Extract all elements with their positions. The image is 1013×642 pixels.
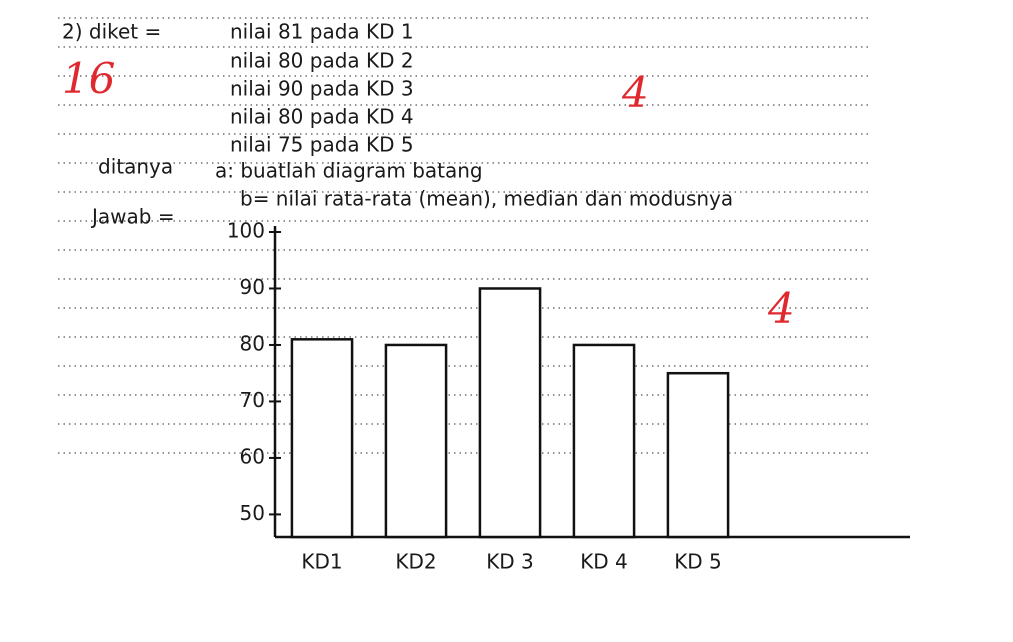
x-tick-label: KD2 (395, 550, 436, 574)
given-line: nilai 90 pada KD 3 (230, 77, 414, 101)
bar (292, 339, 352, 537)
grade-mark: 4 (621, 68, 649, 117)
question-b: b= nilai rata-rata (mean), median dan mo… (240, 187, 733, 211)
problem-label: 2) diket = (62, 20, 161, 44)
y-tick-label: 90 (240, 275, 265, 299)
question-a: a: buatlah diagram batang (215, 159, 483, 183)
bar (480, 288, 540, 537)
ruled-lines (58, 18, 870, 453)
y-tick-label: 80 (240, 331, 265, 355)
grade-mark: 16 (62, 54, 115, 103)
bar (668, 373, 728, 537)
given-line: nilai 80 pada KD 4 (230, 105, 414, 129)
given-line: nilai 80 pada KD 2 (230, 49, 414, 73)
x-tick-label: KD 3 (486, 550, 534, 574)
given-line: nilai 75 pada KD 5 (230, 133, 414, 157)
x-tick-label: KD 5 (674, 550, 722, 574)
y-tick-label: 100 (227, 219, 265, 243)
bar (386, 345, 446, 537)
x-tick-label: KD1 (301, 550, 342, 574)
bar (574, 345, 634, 537)
x-tick-label: KD 4 (580, 550, 628, 574)
y-tick-label: 70 (240, 388, 265, 412)
bar-chart: 50 60 70 80 90 100 KD1 KD2 KD 3 KD 4 KD 5 (227, 219, 910, 574)
homework-page: 2) diket = nilai 81 pada KD 1 nilai 80 p… (0, 0, 1013, 642)
y-tick-label: 60 (240, 444, 265, 468)
given-line: nilai 81 pada KD 1 (230, 20, 414, 44)
grade-mark: 4 (767, 284, 795, 333)
y-tick-label: 50 (240, 501, 265, 525)
question-label: ditanya (98, 155, 173, 179)
answer-label: Jawab = (90, 205, 175, 229)
